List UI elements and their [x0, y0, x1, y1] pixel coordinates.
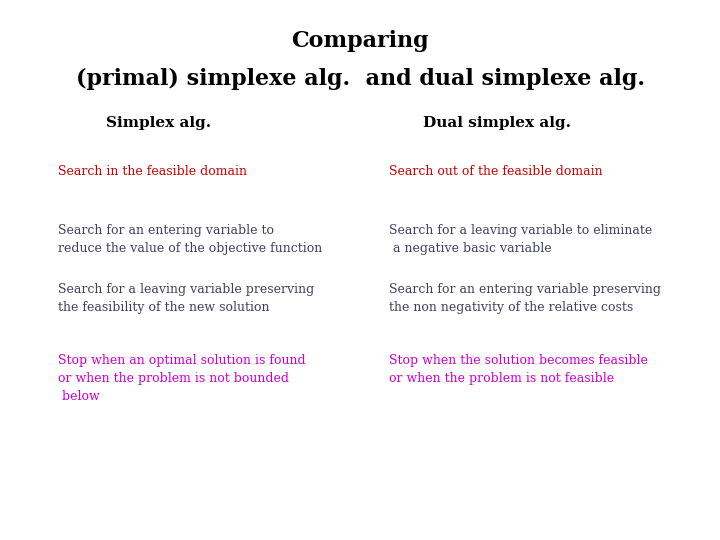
- Text: Search for a leaving variable to eliminate
 a negative basic variable: Search for a leaving variable to elimina…: [389, 224, 652, 255]
- Text: Dual simplex alg.: Dual simplex alg.: [423, 116, 571, 130]
- Text: Search out of the feasible domain: Search out of the feasible domain: [389, 165, 603, 178]
- Text: Search for an entering variable preserving
the non negativity of the relative co: Search for an entering variable preservi…: [389, 284, 661, 314]
- Text: Search for an entering variable to
reduce the value of the objective function: Search for an entering variable to reduc…: [58, 224, 322, 255]
- Text: Stop when the solution becomes feasible
or when the problem is not feasible: Stop when the solution becomes feasible …: [389, 354, 648, 384]
- Text: (primal) simplexe alg.  and dual simplexe alg.: (primal) simplexe alg. and dual simplexe…: [76, 68, 644, 90]
- Text: Stop when an optimal solution is found
or when the problem is not bounded
 below: Stop when an optimal solution is found o…: [58, 354, 305, 403]
- Text: Search in the feasible domain: Search in the feasible domain: [58, 165, 246, 178]
- Text: Simplex alg.: Simplex alg.: [106, 116, 211, 130]
- Text: Search for a leaving variable preserving
the feasibility of the new solution: Search for a leaving variable preserving…: [58, 284, 314, 314]
- Text: Comparing: Comparing: [291, 30, 429, 52]
